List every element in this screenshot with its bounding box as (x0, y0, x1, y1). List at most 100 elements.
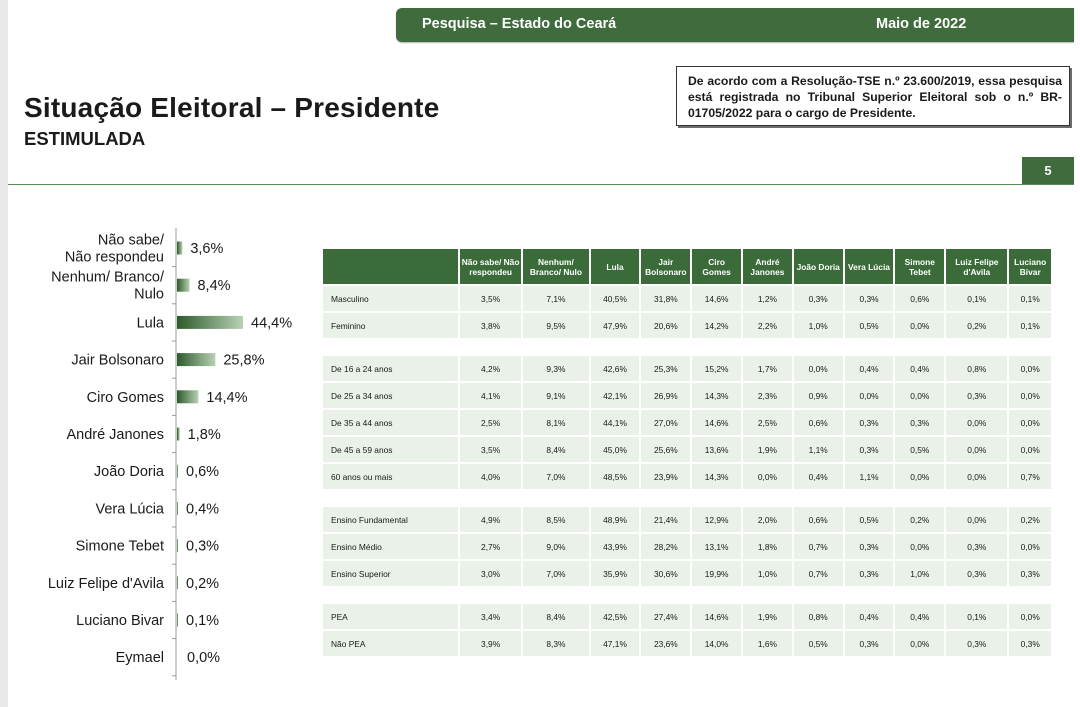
value-label: 14,4% (206, 390, 247, 406)
column-header: Jair Bolsonaro (641, 249, 691, 284)
table-cell: 1,7% (743, 356, 792, 381)
table-row: Ensino Superior 3,0% 7,0% 35,9% 30,6% 19,9% 1,… (323, 561, 1051, 586)
table-cell: 1,1% (844, 464, 894, 489)
category-label: Simone Tebet (76, 539, 164, 555)
crosstab-table: Não sabe/ Não respondeu Nenhum/ Branco/ N… (321, 247, 1053, 658)
category-label: João Doria (94, 464, 165, 480)
table-cell: 0,0% (946, 410, 1008, 435)
value-label: 44,4% (251, 315, 292, 331)
table-cell: 0,3% (844, 410, 894, 435)
table-cell: 42,1% (590, 383, 640, 408)
bar (177, 241, 183, 255)
table-cell: 4,0% (459, 464, 522, 489)
page-subtitle: ESTIMULADA (24, 128, 146, 149)
column-header: André Janones (743, 249, 792, 284)
table-row: Ensino Médio 2,7% 9,0% 43,9% 28,2% 13,1% 1,8% 0… (323, 534, 1051, 559)
table-header-row: Não sabe/ Não respondeu Nenhum/ Branco/ N… (323, 249, 1051, 284)
table-cell: 0,3% (844, 286, 894, 311)
bar (177, 427, 180, 441)
table-cell: 42,6% (590, 356, 640, 381)
table-cell: 30,6% (641, 561, 691, 586)
table-cell: 14,3% (692, 383, 742, 408)
table-cell: 14,6% (692, 604, 742, 629)
table-cell: 1,8% (743, 534, 792, 559)
table-cell: 0,5% (895, 437, 945, 462)
table-cell: 0,2% (946, 313, 1008, 338)
table-cell: 2,5% (743, 410, 792, 435)
table-cell: 25,3% (641, 356, 691, 381)
value-label: 25,8% (223, 353, 264, 369)
table-cell: 0,0% (1009, 410, 1051, 435)
group-spacer (323, 491, 1051, 505)
row-label: 60 anos ou mais (323, 464, 458, 489)
table-cell: 20,6% (641, 313, 691, 338)
table-cell: 0,8% (793, 604, 843, 629)
category-label: Eymael (116, 650, 164, 666)
survey-date: Maio de 2022 (876, 16, 967, 32)
bar (177, 613, 178, 627)
table-cell: 0,0% (1009, 356, 1051, 381)
header-band: Pesquisa – Estado do Ceará Maio de 2022 (396, 8, 1074, 42)
page-title: Situação Eleitoral – Presidente (24, 92, 440, 123)
table-cell: 0,2% (895, 507, 945, 532)
table-cell: 40,5% (590, 286, 640, 311)
column-header: Ciro Gomes (692, 249, 742, 284)
table-cell: 42,5% (590, 604, 640, 629)
value-label: 3,6% (190, 241, 223, 257)
table-cell: 47,1% (590, 631, 640, 656)
table-cell: 12,9% (692, 507, 742, 532)
category-label: André Janones (66, 427, 164, 443)
table-cell: 35,9% (590, 561, 640, 586)
row-label: PEA (323, 604, 458, 629)
row-label: De 25 a 34 anos (323, 383, 458, 408)
survey-name: Pesquisa – Estado do Ceará (422, 16, 617, 32)
bar (177, 353, 216, 367)
table-cell: 0,4% (844, 604, 894, 629)
table-cell: 1,6% (743, 631, 792, 656)
row-label: Não PEA (323, 631, 458, 656)
category-label: Ciro Gomes (87, 390, 164, 406)
table-cell: 2,7% (459, 534, 522, 559)
table-row: De 16 a 24 anos 4,2% 9,3% 42,6% 25,3% 15,2% 1,… (323, 356, 1051, 381)
table-cell: 0,7% (793, 561, 843, 586)
column-header: João Doria (793, 249, 843, 284)
table-cell: 23,9% (641, 464, 691, 489)
table-cell: 3,5% (459, 437, 522, 462)
table-cell: 0,0% (895, 464, 945, 489)
table-cell: 0,9% (793, 383, 843, 408)
table-cell: 0,0% (895, 383, 945, 408)
table-cell: 0,0% (1009, 437, 1051, 462)
table-cell: 43,9% (590, 534, 640, 559)
table-cell: 0,4% (895, 356, 945, 381)
table-cell: 1,9% (743, 437, 792, 462)
row-label: Masculino (323, 286, 458, 311)
category-label: Nenhum/ Branco/Nulo (51, 270, 165, 303)
bar (177, 278, 190, 292)
page-edge (0, 0, 8, 707)
table-cell: 8,4% (523, 604, 589, 629)
table-row: PEA 3,4% 8,4% 42,5% 27,4% 14,6% 1,9% 0,8% 0,4% 0,… (323, 604, 1051, 629)
table-row: Feminino 3,8% 9,5% 47,9% 20,6% 14,2% 2,2% 1,0% 0… (323, 313, 1051, 338)
table-cell: 14,6% (692, 286, 742, 311)
table-cell: 0,5% (844, 507, 894, 532)
table-cell: 0,0% (946, 437, 1008, 462)
table-cell: 8,1% (523, 410, 589, 435)
category-label: Não sabe/Não respondeu (65, 233, 165, 266)
table-cell: 21,4% (641, 507, 691, 532)
bar (177, 464, 178, 478)
table-cell: 7,1% (523, 286, 589, 311)
table-cell: 0,3% (844, 437, 894, 462)
value-label: 0,4% (186, 501, 219, 517)
column-header: Nenhum/ Branco/ Nulo (523, 249, 589, 284)
category-label: Luciano Bivar (76, 613, 164, 629)
table-cell: 2,5% (459, 410, 522, 435)
table-cell: 2,0% (743, 507, 792, 532)
table-cell: 31,8% (641, 286, 691, 311)
spacer-cell (323, 340, 1051, 354)
table-cell: 1,0% (743, 561, 792, 586)
table-row: Não PEA 3,9% 8,3% 47,1% 23,6% 14,0% 1,6% 0,5% 0,… (323, 631, 1051, 656)
value-label: 0,0% (187, 650, 220, 666)
table-cell: 3,5% (459, 286, 522, 311)
value-label: 1,8% (188, 427, 221, 443)
row-label: De 45 a 59 anos (323, 437, 458, 462)
